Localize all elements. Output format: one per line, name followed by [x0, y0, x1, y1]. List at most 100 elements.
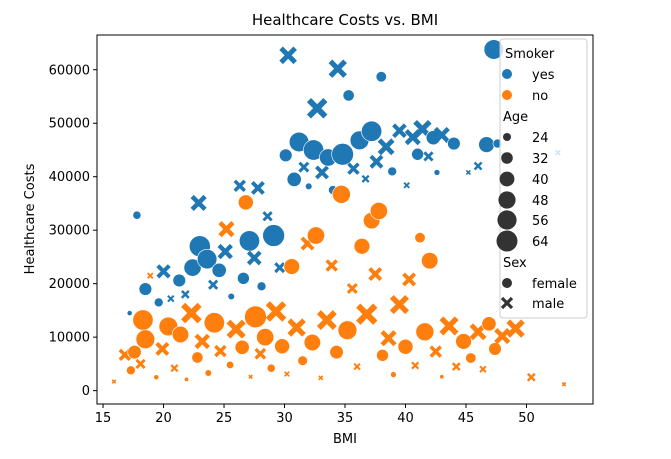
chart-title: Healthcare Costs vs. BMI — [252, 11, 438, 29]
legend-female-swatch — [502, 278, 512, 288]
legend-size-swatch-64 — [496, 230, 518, 252]
data-point-no — [397, 338, 414, 355]
data-point-no — [479, 365, 487, 373]
x-axis-label: BMI — [333, 432, 357, 447]
data-point-yes — [315, 165, 329, 180]
legend-yes-label: yes — [532, 68, 555, 83]
data-point-yes — [331, 143, 354, 166]
data-point-no — [369, 201, 388, 220]
data-point-yes — [180, 290, 190, 299]
y-axis-label: Healthcare Costs — [23, 163, 38, 274]
y-tick-label: 0 — [82, 384, 90, 399]
x-tick-label: 45 — [458, 411, 475, 426]
data-point-no — [561, 381, 567, 387]
data-point-no — [191, 351, 204, 364]
data-point-yes — [473, 161, 483, 171]
legend-size-label-32: 32 — [532, 152, 549, 167]
data-point-yes — [233, 179, 246, 193]
x-tick-label: 15 — [95, 411, 112, 426]
x-tick-label: 30 — [276, 411, 293, 426]
data-point-no — [171, 325, 190, 344]
data-point-yes — [478, 136, 495, 153]
data-point-yes — [172, 273, 186, 288]
data-point-no — [390, 371, 397, 378]
legend-no-label: no — [532, 89, 548, 104]
data-point-no — [214, 344, 227, 358]
data-point-yes — [256, 281, 267, 292]
data-point-no — [421, 252, 439, 270]
data-point-no — [488, 342, 502, 356]
data-point-no — [234, 339, 250, 355]
data-point-no — [411, 361, 420, 370]
data-point-no — [389, 294, 409, 315]
data-point-yes — [262, 224, 285, 247]
data-point-yes — [227, 292, 235, 301]
data-point-no — [254, 347, 267, 360]
data-point-no — [380, 330, 397, 347]
data-point-no — [414, 232, 426, 244]
data-point-no — [153, 374, 160, 381]
data-point-yes — [208, 279, 219, 290]
data-point-no — [283, 258, 300, 275]
data-point-no — [248, 374, 253, 380]
legend-size-label-64: 64 — [532, 235, 549, 250]
data-point-yes — [279, 46, 297, 65]
data-point-no — [451, 362, 461, 371]
data-point-yes — [369, 154, 384, 169]
y-axis: 0 10000 20000 30000 40000 50000 60000 — [49, 63, 97, 399]
data-point-yes — [387, 166, 397, 177]
data-point-yes — [246, 250, 262, 266]
data-point-no — [226, 319, 246, 339]
data-point-no — [244, 305, 267, 329]
data-point-no — [155, 341, 170, 356]
data-point-no — [332, 185, 351, 204]
data-point-no — [170, 364, 179, 373]
data-point-no — [402, 272, 417, 287]
data-point-no — [181, 302, 202, 324]
data-point-no — [226, 360, 235, 369]
data-point-yes — [347, 162, 360, 175]
data-point-no — [439, 374, 445, 380]
data-point-yes — [342, 89, 355, 102]
data-point-yes — [153, 297, 164, 308]
data-point-no — [429, 345, 442, 358]
legend-size-label-24: 24 — [532, 131, 549, 146]
x-tick-label: 35 — [337, 411, 354, 426]
legend-no-swatch — [502, 90, 512, 100]
x-tick-label: 25 — [216, 411, 233, 426]
data-point-no — [325, 259, 338, 272]
legend-size-title: Age — [503, 110, 528, 125]
legend-size-label-40: 40 — [532, 173, 549, 188]
data-point-no — [135, 329, 156, 350]
legend: Smoker yes no Age 24 32 40 48 56 64 Sex … — [496, 38, 588, 319]
x-tick-label: 20 — [155, 411, 172, 426]
data-point-no — [439, 316, 459, 336]
data-point-no — [127, 345, 142, 360]
data-point-no — [111, 379, 117, 384]
data-point-no — [184, 376, 190, 382]
data-point-no — [481, 316, 497, 332]
data-point-yes — [274, 262, 286, 274]
data-point-yes — [423, 151, 434, 162]
legend-male-label: male — [532, 297, 564, 312]
data-point-yes — [279, 148, 293, 163]
legend-size-swatch-32 — [501, 152, 513, 164]
data-point-yes — [126, 310, 133, 316]
legend-size-swatch-24 — [503, 133, 511, 141]
data-point-yes — [286, 171, 302, 187]
data-point-no — [526, 372, 536, 382]
data-point-yes — [238, 230, 260, 252]
data-point-no — [415, 322, 435, 342]
x-tick-label: 50 — [518, 411, 535, 426]
y-tick-label: 40000 — [49, 170, 90, 185]
data-point-yes — [190, 194, 207, 211]
data-point-no — [337, 320, 358, 340]
data-point-no — [506, 319, 525, 338]
legend-male-swatch — [500, 296, 514, 310]
data-point-yes — [167, 295, 175, 303]
legend-style-title: Sex — [503, 256, 527, 271]
legend-size-swatch-40 — [499, 171, 515, 187]
data-point-no — [265, 301, 287, 322]
data-point-yes — [465, 169, 471, 176]
data-point-no — [376, 349, 389, 362]
